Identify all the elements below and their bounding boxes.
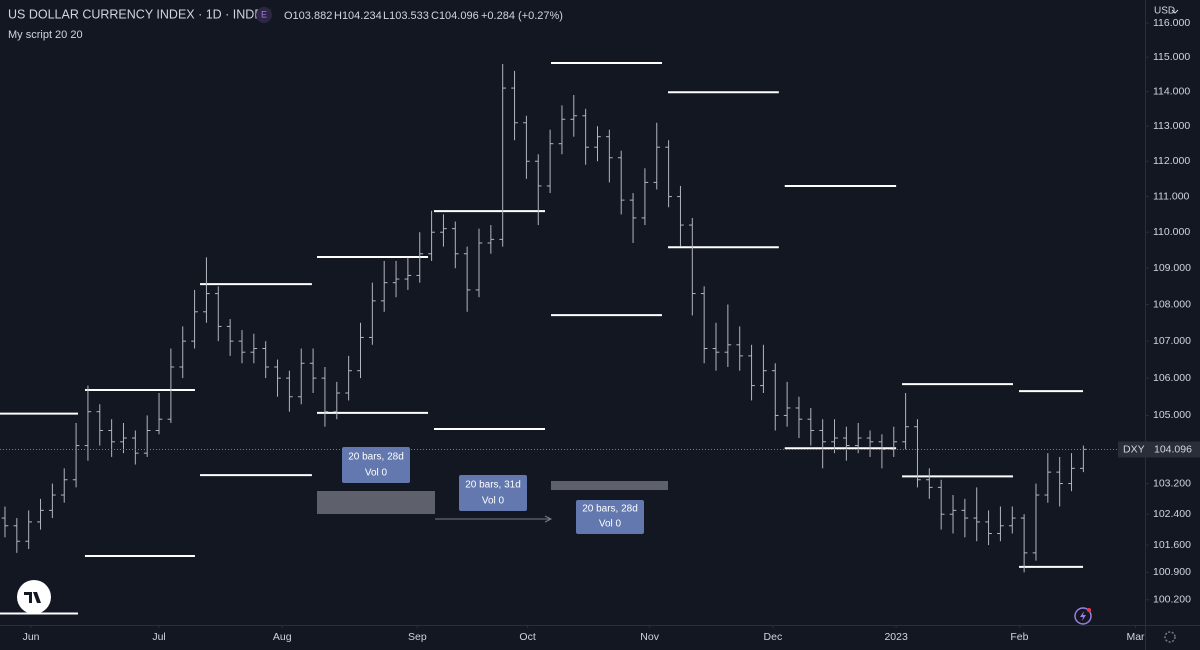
y-tick-label: 108.000 <box>1153 298 1191 310</box>
y-tick-label: 103.200 <box>1153 477 1191 489</box>
notification-dot <box>1087 608 1091 612</box>
y-tick-label: 116.000 <box>1153 17 1190 29</box>
x-tick-label: Nov <box>640 631 659 643</box>
annotation-text: 20 bars, 31d <box>465 480 521 491</box>
y-tick-label: 114.000 <box>1153 85 1190 97</box>
lightning-mark <box>1080 611 1086 621</box>
ohlc-low: L103.533 <box>383 10 429 22</box>
y-tick-label: 107.000 <box>1153 335 1191 347</box>
last-price-box <box>1118 441 1200 458</box>
x-tick-label: Sep <box>408 631 427 643</box>
annotation-text: 20 bars, 28d <box>348 452 404 463</box>
x-tick-label: Oct <box>519 631 535 643</box>
chart-title: US DOLLAR CURRENCY INDEX · 1D · INDEX <box>8 7 272 21</box>
exchange-badge-text: E <box>261 9 267 19</box>
annotation-sub: Vol 0 <box>482 496 505 507</box>
annotation-box <box>342 447 410 483</box>
lightning-icon[interactable] <box>1074 607 1092 625</box>
script-name: My script 20 20 <box>8 29 83 41</box>
settings-icon[interactable] <box>1164 631 1176 643</box>
y-tick-label: 100.900 <box>1153 566 1191 578</box>
y-tick-label: 102.400 <box>1153 508 1191 520</box>
ohlc-change: +0.284 (+0.27%) <box>481 10 563 22</box>
y-tick-label: 112.000 <box>1153 155 1190 167</box>
y-tick-label: 106.000 <box>1153 372 1191 384</box>
x-tick-label: Dec <box>764 631 783 643</box>
x-tick-label: Jul <box>152 631 165 643</box>
y-tick-label: 105.000 <box>1153 409 1191 421</box>
ohlc-close: C104.096 <box>431 10 479 22</box>
y-tick-label: 100.200 <box>1153 594 1191 606</box>
currency-caret <box>1171 9 1179 14</box>
ohlc-open: O103.882 <box>284 10 332 22</box>
plot <box>0 61 1087 615</box>
logo-mark <box>24 592 41 603</box>
x-tick-label: Feb <box>1010 631 1028 643</box>
last-price-label: 104.096 <box>1154 443 1192 455</box>
x-tick-label: Aug <box>273 631 292 643</box>
logo[interactable] <box>17 580 51 614</box>
symbol-label: DXY <box>1123 443 1145 455</box>
y-tick-label: 113.000 <box>1153 120 1190 132</box>
ohlc-high: H104.234 <box>334 10 382 22</box>
y-tick-label: 109.000 <box>1153 262 1191 274</box>
y-tick-label: 110.000 <box>1153 226 1190 238</box>
annotation-text: 20 bars, 28d <box>582 504 638 515</box>
arrow-head <box>544 515 553 523</box>
currency[interactable]: USD <box>1154 6 1175 17</box>
y-tick-label: 115.000 <box>1153 51 1190 63</box>
x-tick-label: 2023 <box>884 631 908 643</box>
y-tick-label: 101.600 <box>1153 539 1191 551</box>
exchange-badge[interactable] <box>256 7 272 23</box>
annotation-box <box>576 500 644 534</box>
x-tick-label: Jun <box>23 631 40 643</box>
annotation-sub: Vol 0 <box>599 519 622 530</box>
annotation-box <box>459 475 527 511</box>
range-box <box>317 491 435 514</box>
x-tick-label: Mar <box>1126 631 1145 643</box>
y-tick-label: 111.000 <box>1153 190 1190 202</box>
annotation-sub: Vol 0 <box>365 468 388 479</box>
range-box <box>551 481 668 490</box>
